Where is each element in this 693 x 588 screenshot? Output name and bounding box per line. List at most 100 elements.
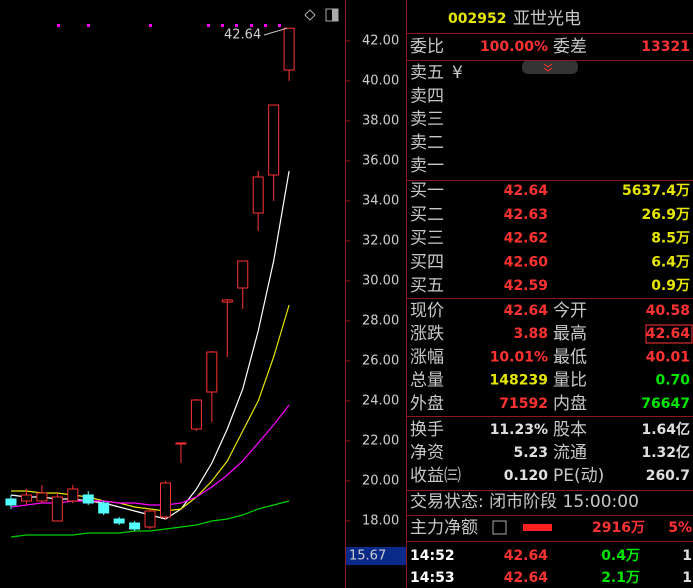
label: 总量 bbox=[410, 371, 444, 391]
value: 1 bbox=[682, 548, 692, 564]
cursor-box bbox=[346, 547, 406, 565]
ma-line bbox=[10, 170, 290, 520]
cursor-label: 15.67 bbox=[349, 549, 386, 564]
y-tick-label: 28.00 bbox=[362, 314, 399, 329]
value: 76647 bbox=[641, 396, 690, 412]
label: 流通 bbox=[553, 443, 587, 463]
candle-body bbox=[129, 522, 141, 530]
flow-icon[interactable] bbox=[492, 520, 507, 535]
candle-body bbox=[160, 482, 171, 518]
label: 内盘 bbox=[553, 394, 587, 414]
value: 42.64 bbox=[504, 548, 549, 564]
value: 42.64 bbox=[646, 326, 691, 342]
value: 0.9万 bbox=[651, 278, 690, 294]
value: 40.01 bbox=[646, 349, 690, 365]
candle-body bbox=[175, 442, 187, 445]
label: 买三 bbox=[410, 229, 444, 249]
candle-body bbox=[20, 494, 32, 502]
value: 42.64 bbox=[504, 303, 549, 319]
candle-body bbox=[67, 488, 79, 502]
value: 2916万 bbox=[592, 520, 645, 536]
stock-name: 亚世光电 bbox=[513, 9, 581, 29]
label: 买二 bbox=[410, 205, 444, 225]
label: 交易状态: 闭市阶段 15:00:00 bbox=[410, 492, 639, 512]
label: PE(动) bbox=[553, 466, 604, 486]
value: 5.23 bbox=[513, 445, 548, 461]
flow-bar bbox=[523, 524, 552, 531]
y-tick-label: 18.00 bbox=[362, 514, 399, 529]
value: 42.62 bbox=[504, 231, 548, 247]
value: 100.00% bbox=[480, 39, 548, 55]
value: 260.7 bbox=[646, 468, 690, 484]
label: 今开 bbox=[553, 301, 587, 321]
expand-chevron bbox=[543, 63, 553, 72]
y-tick-label: 36.00 bbox=[362, 154, 399, 169]
label: 买一 bbox=[410, 181, 444, 201]
label: 股本 bbox=[553, 420, 587, 440]
label: 外盘 bbox=[410, 394, 444, 414]
value: 2.1万 bbox=[601, 570, 640, 586]
label: 买五 bbox=[410, 276, 444, 296]
label: 主力净额 bbox=[410, 518, 478, 538]
value: 5% bbox=[668, 520, 692, 536]
label: ¥ bbox=[452, 63, 463, 83]
diamond-icon[interactable] bbox=[304, 9, 316, 21]
value: 10.01% bbox=[490, 349, 548, 365]
label: 最低 bbox=[553, 347, 587, 367]
value: 1.64亿 bbox=[641, 421, 690, 438]
stock-code: 002952 bbox=[448, 11, 506, 27]
candle-body bbox=[144, 510, 156, 528]
y-tick-label: 26.00 bbox=[362, 354, 399, 369]
candle-body bbox=[237, 260, 249, 289]
y-tick-label: 20.00 bbox=[362, 474, 399, 489]
value: 26.9万 bbox=[641, 207, 690, 223]
label: 现价 bbox=[410, 301, 444, 321]
label: 涨跌 bbox=[410, 324, 444, 344]
candle-body bbox=[283, 27, 295, 71]
high-label: 42.64 bbox=[224, 28, 261, 43]
window-icon-fill bbox=[332, 9, 338, 21]
candle-body bbox=[36, 492, 48, 502]
high-box bbox=[645, 324, 693, 344]
label: 卖三 bbox=[410, 110, 444, 130]
value: 42.60 bbox=[504, 254, 549, 270]
value: 6.4万 bbox=[651, 254, 690, 270]
y-tick-label: 40.00 bbox=[362, 74, 399, 89]
candle-body bbox=[221, 299, 233, 303]
value: 0.4万 bbox=[601, 548, 640, 564]
y-tick-label: 34.00 bbox=[362, 194, 399, 209]
value: 42.64 bbox=[504, 183, 549, 199]
candle-body bbox=[268, 104, 280, 176]
label: 净资 bbox=[410, 443, 444, 463]
value: 71592 bbox=[499, 396, 548, 412]
value: 0.120 bbox=[504, 468, 549, 484]
value: 42.59 bbox=[504, 278, 548, 294]
candle-body bbox=[51, 496, 63, 522]
value: 42.63 bbox=[504, 207, 548, 223]
y-tick-label: 24.00 bbox=[362, 394, 399, 409]
candle-body bbox=[190, 399, 202, 430]
label: 收益㈢ bbox=[410, 466, 461, 486]
value: 40.58 bbox=[646, 303, 690, 319]
expand-button[interactable] bbox=[522, 60, 578, 74]
high-arrow bbox=[263, 27, 288, 36]
candle-body bbox=[252, 176, 264, 214]
candle-body bbox=[113, 518, 125, 524]
label: 最高 bbox=[553, 324, 587, 344]
label: 涨幅 bbox=[410, 347, 444, 367]
y-tick-label: 38.00 bbox=[362, 114, 399, 129]
y-tick-label: 22.00 bbox=[362, 434, 399, 449]
label: 买四 bbox=[410, 252, 444, 272]
markers bbox=[57, 24, 281, 27]
value: 13321 bbox=[641, 39, 690, 55]
candle-body bbox=[82, 494, 94, 504]
label: 量比 bbox=[553, 371, 587, 391]
value: 8.5万 bbox=[651, 231, 690, 247]
value: 5637.4万 bbox=[622, 183, 690, 199]
candle-body bbox=[5, 498, 17, 506]
value: 14:53 bbox=[410, 570, 455, 586]
value: 14:52 bbox=[410, 548, 455, 564]
label: 换手 bbox=[410, 420, 444, 440]
value: 3.88 bbox=[513, 326, 548, 342]
